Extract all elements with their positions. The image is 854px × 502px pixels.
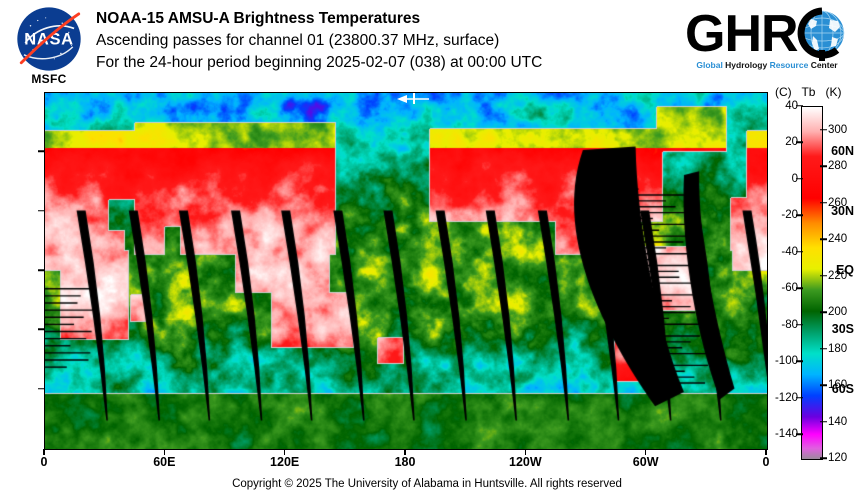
colorbar-kelvin-label: 300 xyxy=(828,123,848,136)
colorbar-kelvin-tick xyxy=(820,457,827,459)
lat-tick xyxy=(38,209,44,212)
lon-label: 0 xyxy=(40,455,48,469)
colorbar-celsius-tick xyxy=(796,104,803,107)
colorbar-kelvin-tick xyxy=(820,274,827,277)
colorbar-kelvin-label: 280 xyxy=(828,160,848,173)
colorbar-celsius-label: -20 xyxy=(781,209,798,222)
lon-tick xyxy=(524,449,527,455)
colorbar-kelvin-label: 200 xyxy=(828,306,848,319)
lat-label: 30S xyxy=(831,322,854,337)
page-title: NOAA-15 AMSU-A Brightness Temperatures xyxy=(96,10,421,27)
colorbar-celsius-tick xyxy=(796,360,803,362)
lon-tick xyxy=(765,449,767,455)
colorbar-celsius-label: 20 xyxy=(785,136,798,149)
colorbar-celsius-label: -40 xyxy=(781,245,798,258)
lat-tick xyxy=(38,387,44,390)
colorbar-celsius-label: 0 xyxy=(791,172,798,185)
ghrc-logo: GHR Global Hydrology Resource Center xyxy=(683,5,851,80)
colorbar-kelvin-tick xyxy=(820,165,827,167)
lat-tick xyxy=(38,328,44,331)
colorbar-celsius-tick xyxy=(796,141,803,143)
colorbar-kelvin-tick xyxy=(820,238,827,240)
ghrc-wordmark-icon: GHR xyxy=(685,5,845,63)
colorbar-kelvin-label: 140 xyxy=(828,415,848,428)
nasa-meatball-logo: NASA MSFC xyxy=(10,6,88,86)
lon-label: 0 xyxy=(762,455,770,469)
colorbar-kelvin-label: 260 xyxy=(828,196,848,209)
lon-label: 120W xyxy=(509,455,542,469)
lat-tick xyxy=(38,269,44,271)
colorbar-unit-celsius: (C) xyxy=(775,85,792,99)
lon-label: 120E xyxy=(270,455,300,469)
ghrc-tagline-word: Resource xyxy=(769,60,811,70)
lon-label: 180 xyxy=(394,455,416,469)
ghrc-tagline: Global Hydrology Resource Center xyxy=(683,60,851,70)
page-header: NASA MSFC NOAA-15 AMSU-A Brightness Temp… xyxy=(0,0,854,90)
colorbar-celsius-label: -120 xyxy=(774,391,798,404)
colorbar-celsius-tick xyxy=(796,214,803,216)
subtitle-channel: Ascending passes for channel 01 (23800.3… xyxy=(96,32,500,49)
colorbar-celsius-label: -60 xyxy=(781,282,798,295)
colorbar-celsius-tick xyxy=(796,177,803,180)
colorbar-celsius-tick xyxy=(796,250,803,253)
lon-tick xyxy=(163,449,166,455)
ghrc-tagline-word: Global xyxy=(696,60,726,70)
colorbar-kelvin-label: 120 xyxy=(828,452,848,464)
lon-tick xyxy=(644,449,647,455)
subtitle-period: For the 24-hour period beginning 2025-02… xyxy=(96,54,543,71)
colorbar-kelvin-label: 180 xyxy=(828,342,848,355)
lon-tick xyxy=(43,449,45,455)
colorbar-variable-label: Tb xyxy=(801,85,816,99)
colorbar xyxy=(801,106,823,460)
colorbar-kelvin-tick xyxy=(820,420,827,423)
nasa-insignia-icon: NASA xyxy=(17,7,81,71)
title-block: NOAA-15 AMSU-A Brightness Temperatures A… xyxy=(96,8,542,74)
lat-label: EQ xyxy=(835,263,854,277)
colorbar-celsius-label: 40 xyxy=(785,99,798,112)
lat-label: 30N xyxy=(831,203,854,218)
lon-tick xyxy=(404,449,406,455)
colorbar-celsius-tick xyxy=(796,396,803,399)
colorbar-kelvin-tick xyxy=(820,311,827,313)
colorbar-celsius-label: -100 xyxy=(774,355,798,368)
colorbar-celsius-tick xyxy=(796,433,803,435)
colorbar-header: (C) Tb (K) xyxy=(775,85,854,99)
lat-label: 60S xyxy=(831,381,854,396)
colorbar-kelvin-tick xyxy=(820,347,827,350)
lon-label: 60E xyxy=(153,455,176,469)
map-raster[interactable] xyxy=(45,93,767,449)
lon-tick xyxy=(283,449,286,455)
brightness-temperature-map[interactable] xyxy=(44,92,768,450)
colorbar-celsius-label: -140 xyxy=(774,428,798,441)
swath-direction-marker xyxy=(397,93,429,104)
colorbar-kelvin-label: 240 xyxy=(828,233,848,246)
colorbar-kelvin-tick xyxy=(820,128,827,131)
ghrc-tagline-word: Center xyxy=(810,60,838,70)
colorbar-celsius-tick xyxy=(796,323,803,326)
lat-tick xyxy=(38,150,44,153)
colorbar-celsius-label: -80 xyxy=(781,318,798,331)
colorbar-kelvin-label: 160 xyxy=(828,379,848,392)
nasa-center-label: MSFC xyxy=(31,72,67,86)
lon-label: 60W xyxy=(632,455,659,469)
lat-label: 60N xyxy=(831,144,854,159)
colorbar-celsius-tick xyxy=(796,287,803,289)
svg-text:GHR: GHR xyxy=(685,6,798,62)
colorbar-kelvin-tick xyxy=(820,201,827,204)
colorbar-kelvin-label: 220 xyxy=(828,269,848,282)
svg-text:NASA: NASA xyxy=(24,30,73,48)
colorbar-unit-kelvin: (K) xyxy=(825,85,842,99)
colorbar-gradient xyxy=(802,107,822,459)
colorbar-kelvin-tick xyxy=(820,384,827,386)
ghrc-tagline-word: Hydrology xyxy=(725,60,770,70)
copyright-notice: Copyright © 2025 The University of Alaba… xyxy=(232,478,622,490)
